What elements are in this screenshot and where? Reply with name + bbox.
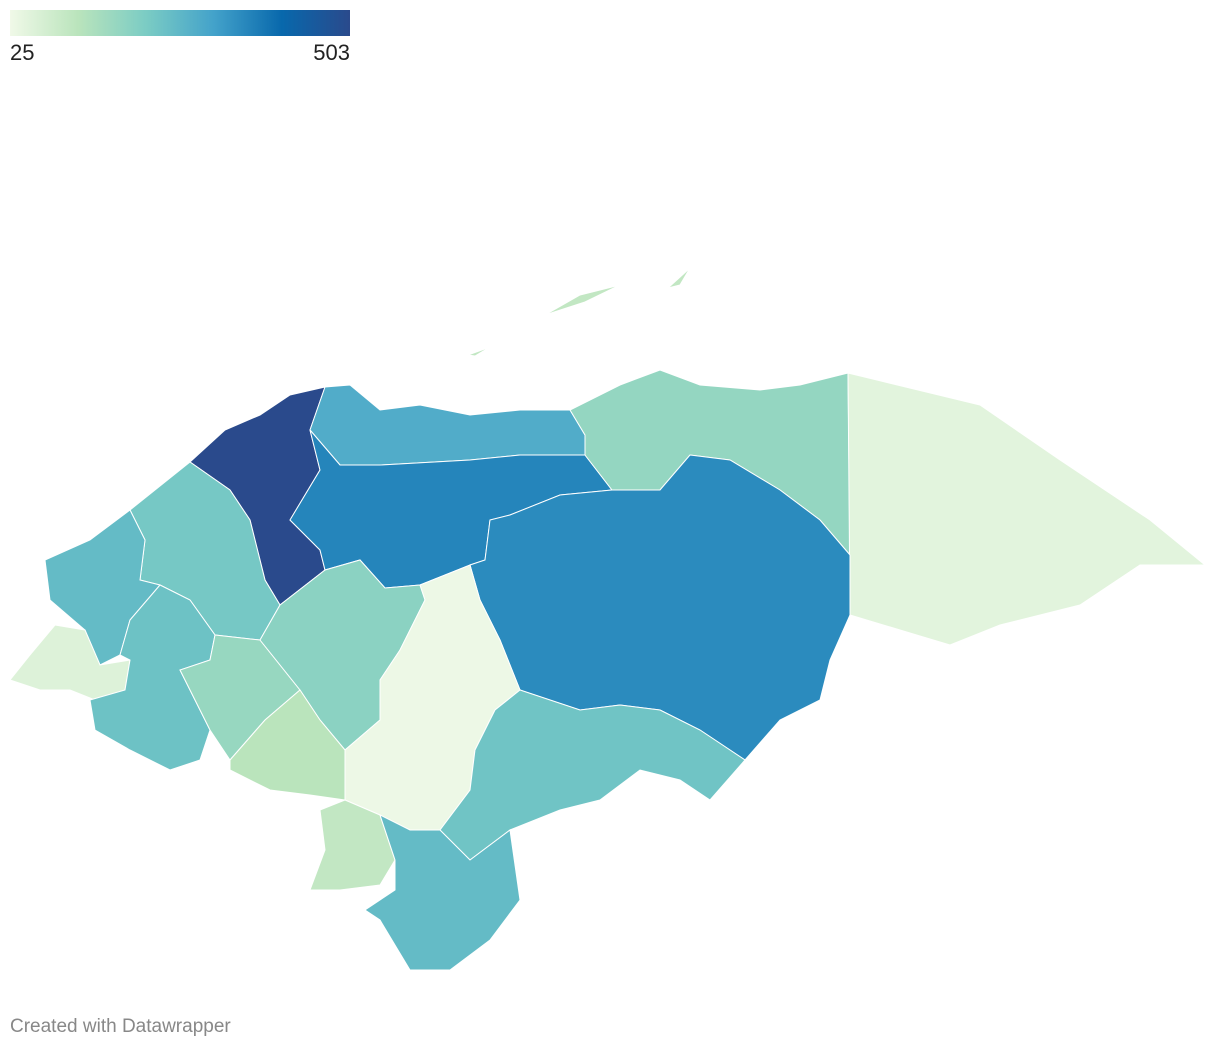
- region: [364, 814, 521, 971]
- legend-max: 503: [313, 40, 350, 65]
- region: [44, 509, 161, 666]
- legend-min: 25: [10, 40, 34, 65]
- region: [439, 689, 746, 861]
- region: [467, 267, 691, 357]
- legend-gradient: [10, 10, 350, 36]
- region: [309, 384, 586, 466]
- region: [847, 372, 1207, 646]
- credit: Created with Datawrapper: [10, 1016, 231, 1037]
- regions: [9, 267, 1207, 971]
- region: [229, 689, 346, 801]
